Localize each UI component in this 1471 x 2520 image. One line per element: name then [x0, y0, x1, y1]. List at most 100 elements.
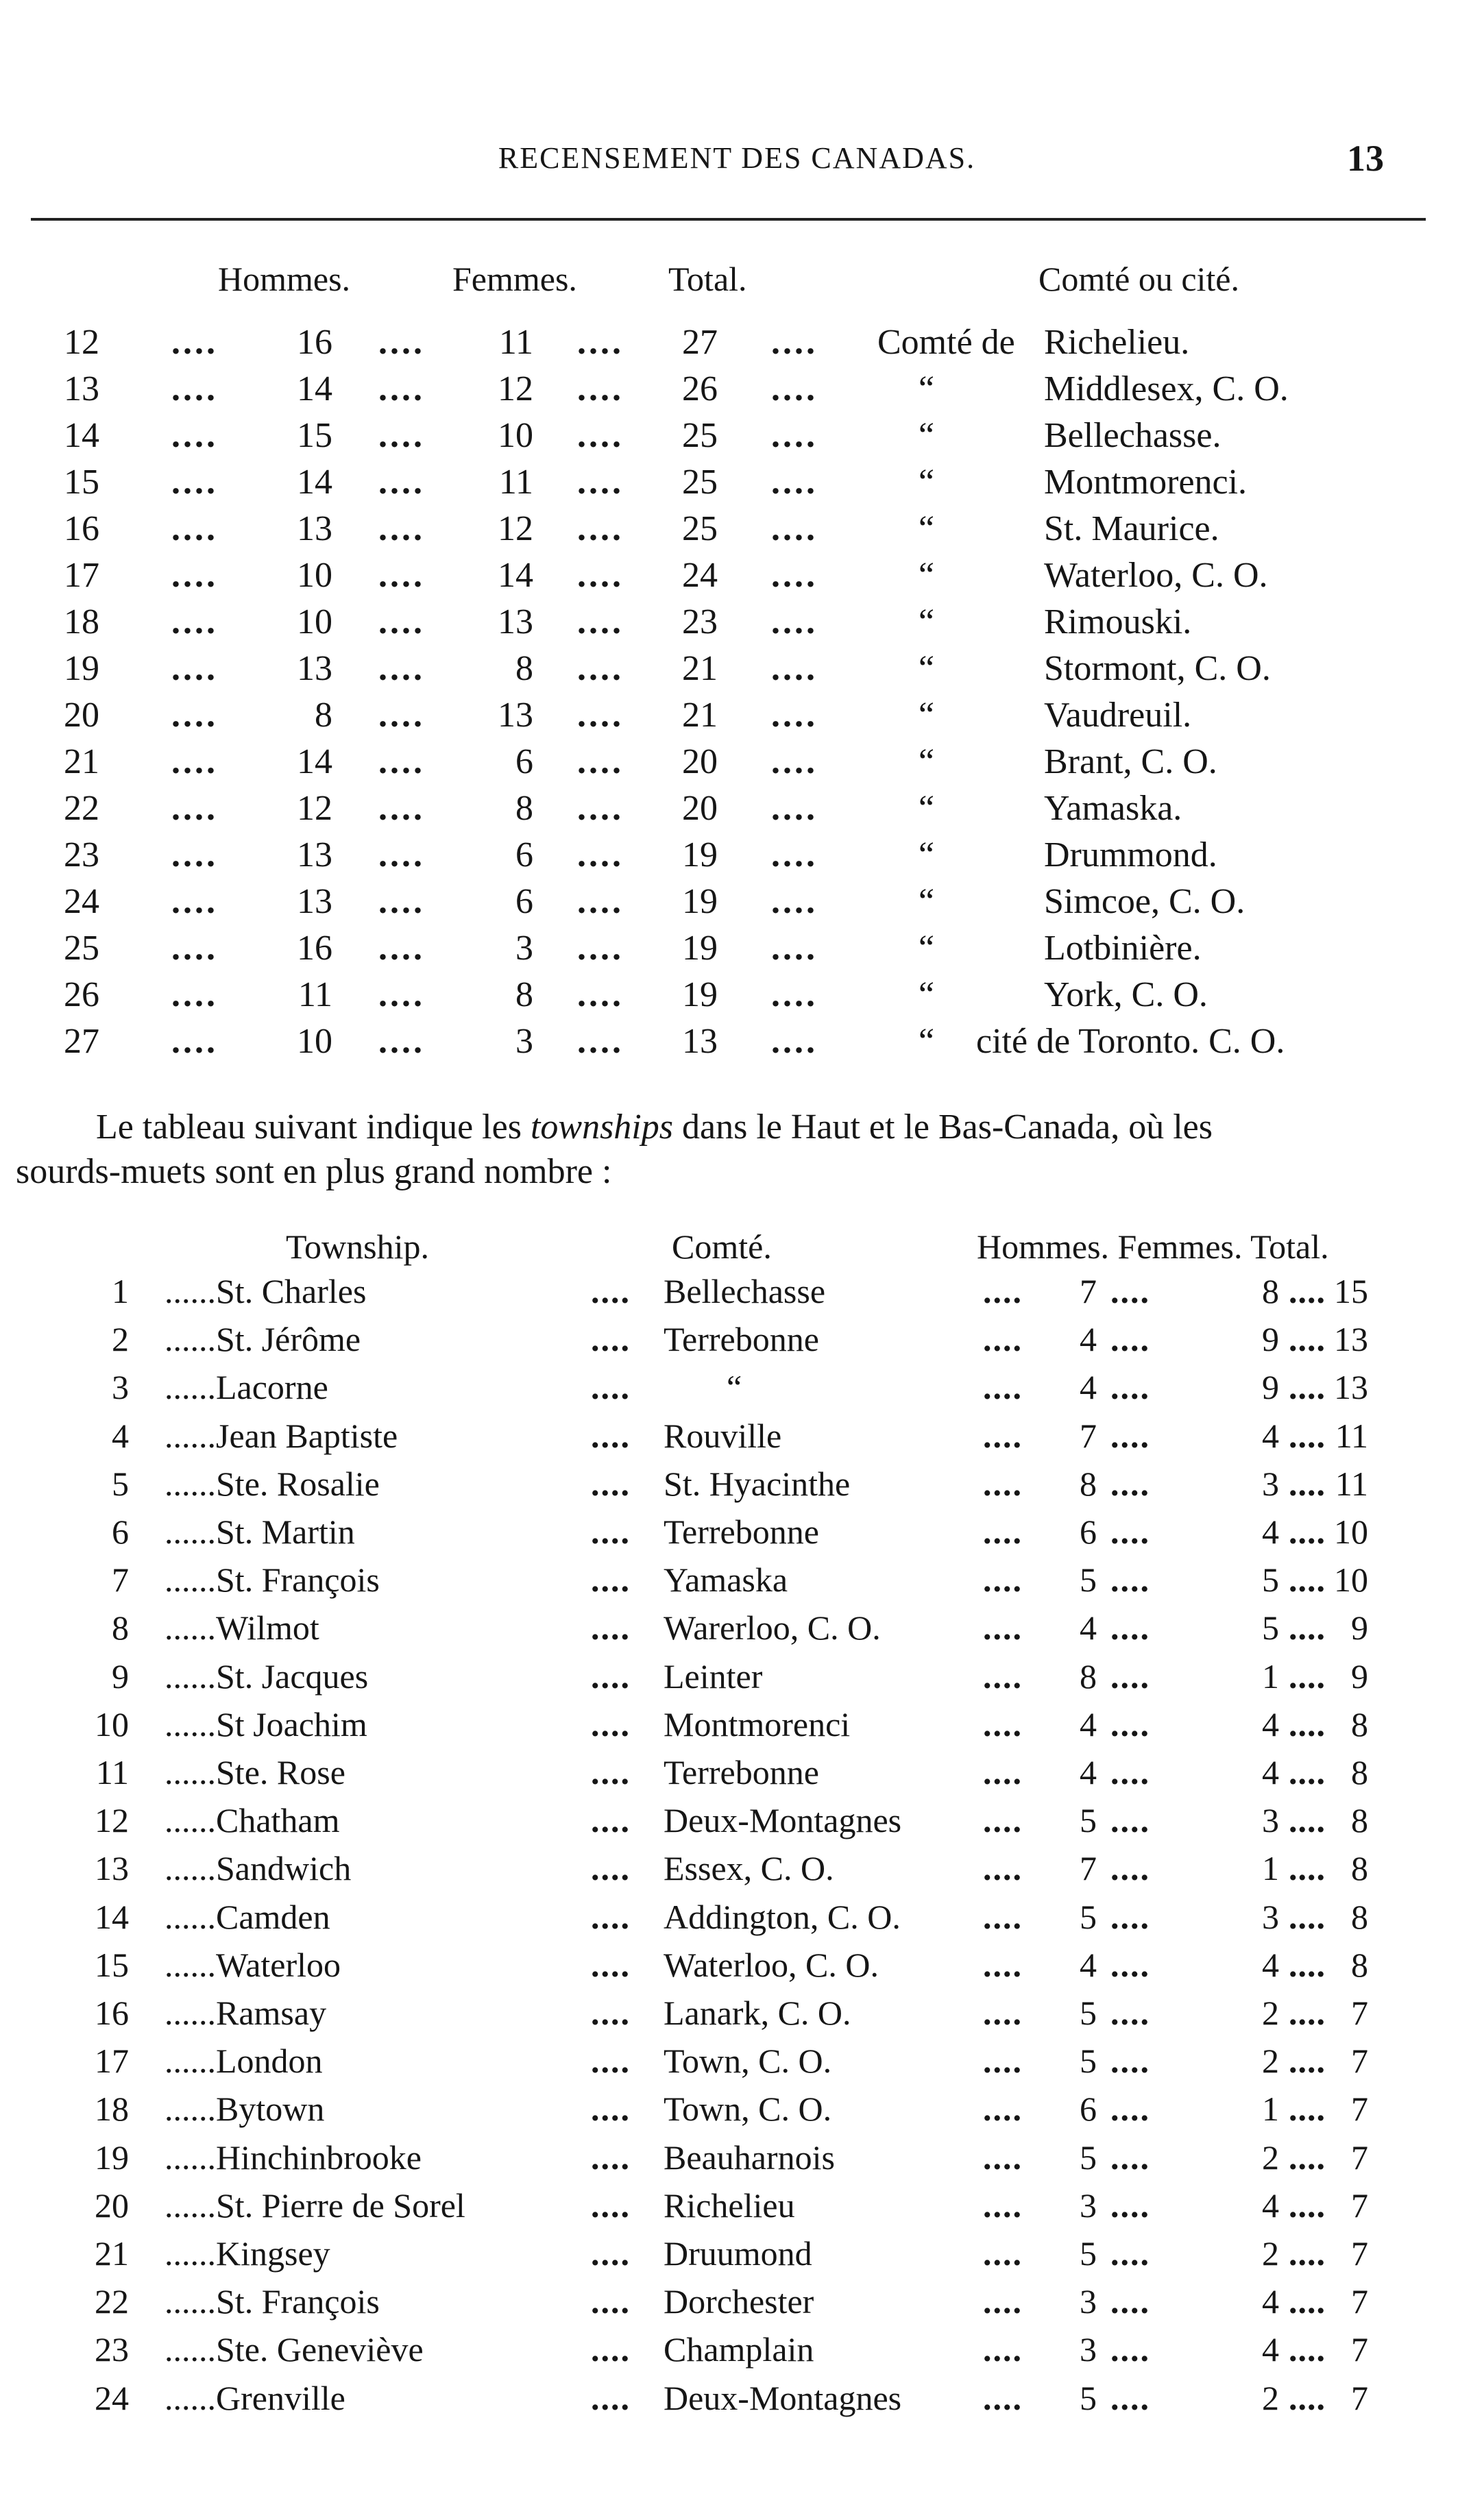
total-cell: 13: [1334, 1320, 1368, 1359]
rank-cell: 7: [112, 1561, 129, 1600]
total-cell: 11: [1335, 1464, 1368, 1503]
total-cell: 8: [1351, 1704, 1368, 1744]
leader-dots: ....: [983, 1513, 1023, 1551]
comte-prefix: “: [919, 789, 935, 828]
femmes-cell: 2: [1262, 2234, 1279, 2273]
township-name: St. Pierre de Sorel: [216, 2186, 465, 2225]
leader-dots: ....: [1289, 1945, 1326, 1984]
hommes-cell: 16: [297, 323, 332, 362]
hommes-cell: 13: [297, 835, 332, 874]
rank-cell: 16: [95, 1994, 129, 2032]
township-name: Lacorne: [216, 1368, 328, 1407]
leader-dots: ....: [1289, 1368, 1326, 1407]
leader-dots: ....: [983, 1368, 1023, 1407]
leader-dots: ....: [1110, 2330, 1150, 2369]
leader-dots: ....: [771, 696, 818, 735]
leader-dots: ....: [591, 2186, 631, 2225]
place-cell: Lotbinière.: [1044, 929, 1202, 968]
leader-dots: ....: [577, 975, 624, 1014]
leader-dots: ....: [378, 696, 425, 735]
femmes-cell: 8: [515, 789, 533, 828]
femmes-cell: 4: [1262, 2330, 1279, 2369]
place-cell: Richelieu.: [1044, 323, 1190, 362]
leader-dots: ....: [1289, 2138, 1326, 2177]
leader-dots: ....: [378, 463, 425, 502]
hommes-cell: 14: [297, 742, 332, 781]
leader-dots: ....: [171, 696, 218, 735]
table-row: 6 ......St. Martin.... Terrebonne.... 6....…: [0, 1512, 1471, 1556]
header-femmes: Femmes.: [452, 260, 577, 298]
table-row: 18.... 10.... 13.... 23.... “ Rimouski.: [0, 602, 1471, 646]
township-cell: ......London: [165, 2041, 323, 2081]
table-row: 12 ......Chatham.... Deux-Montagnes.... 5..…: [0, 1800, 1471, 1844]
township-cell: ......Jean Baptiste: [165, 1416, 398, 1456]
table-row: 11 ......Ste. Rose.... Terrebonne.... 4....…: [0, 1752, 1471, 1796]
leader-dots: ......: [165, 1608, 216, 1648]
femmes-cell: 6: [515, 742, 533, 781]
femmes-cell: 10: [498, 416, 533, 455]
leader-dots: ......: [165, 2330, 216, 2369]
rank-cell: 24: [64, 882, 99, 921]
leader-dots: ....: [591, 2330, 631, 2369]
table-row: 15 ......Waterloo.... Waterloo, C. O..... 4…: [0, 1945, 1471, 1989]
total-cell: 20: [682, 789, 718, 828]
table-row: 8 ......Wilmot.... Warerloo, C. O..... 4...…: [0, 1608, 1471, 1652]
leader-dots: ....: [577, 1022, 624, 1061]
hommes-cell: 8: [315, 696, 332, 735]
table-row: 23.... 13.... 6.... 19.... “ Drummond.: [0, 835, 1471, 879]
leader-dots: ....: [1110, 2090, 1150, 2129]
rank-cell: 2: [112, 1320, 129, 1359]
comte-cell: Deux-Montagnes: [664, 2378, 902, 2417]
table-row: 24.... 13.... 6.... 19.... “ Simcoe, C. O.: [0, 881, 1471, 925]
comte-prefix: “: [919, 929, 935, 968]
leader-dots: ....: [577, 696, 624, 735]
place-cell: Yamaska.: [1044, 789, 1182, 828]
township-name: St. Martin: [216, 1513, 355, 1551]
rank-cell: 25: [64, 929, 99, 968]
leader-dots: ......: [165, 1897, 216, 1936]
township-cell: ......St. Pierre de Sorel: [165, 2186, 465, 2225]
leader-dots: ....: [1289, 1513, 1326, 1551]
table-row: 20 ......St. Pierre de Sorel.... Richelieu…: [0, 2186, 1471, 2229]
leader-dots: ....: [591, 1368, 631, 1407]
leader-dots: ....: [1110, 1464, 1150, 1503]
township-cell: ......Ramsay: [165, 1993, 326, 2033]
leader-dots: ....: [1110, 1897, 1150, 1936]
total-cell: 19: [682, 975, 718, 1014]
rank-cell: 20: [95, 2186, 129, 2225]
total-cell: 25: [682, 416, 718, 455]
total-cell: 7: [1351, 2090, 1368, 2129]
leader-dots: ......: [165, 1272, 216, 1310]
table-row: 22.... 12.... 8.... 20.... “ Yamaska.: [0, 788, 1471, 832]
total-cell: 7: [1351, 1994, 1368, 2032]
comte-cell: Warerloo, C. O.: [664, 1608, 881, 1648]
paragraph-emphasis: townships: [530, 1108, 673, 1147]
femmes-cell: 8: [1262, 1272, 1279, 1310]
leader-dots: ....: [1110, 1704, 1150, 1744]
hommes-cell: 8: [1080, 1656, 1097, 1696]
leader-dots: ....: [577, 509, 624, 548]
total-cell: 8: [1351, 1801, 1368, 1840]
leader-dots: ....: [983, 1801, 1023, 1840]
femmes-cell: 5: [1262, 1608, 1279, 1648]
leader-dots: ....: [171, 975, 218, 1014]
leader-dots: ......: [165, 1320, 216, 1359]
rank-cell: 15: [95, 1945, 129, 1984]
leader-dots: ....: [1289, 1994, 1326, 2032]
hommes-cell: 4: [1080, 1945, 1097, 1984]
township-cell: ......Hinchinbrooke: [165, 2138, 422, 2177]
hommes-cell: 7: [1080, 1272, 1097, 1310]
leader-dots: ....: [1110, 1513, 1150, 1551]
table-row: 26.... 11.... 8.... 19.... “ York, C. O.: [0, 975, 1471, 1018]
township-name: Chatham: [216, 1801, 340, 1840]
township-cell: ......Wilmot: [165, 1608, 319, 1648]
comte-cell: Terrebonne: [664, 1513, 819, 1551]
hommes-cell: 6: [1080, 2090, 1097, 2129]
leader-dots: ....: [577, 882, 624, 921]
leader-dots: ....: [591, 1272, 631, 1310]
leader-dots: ....: [577, 929, 624, 968]
leader-dots: ....: [983, 1849, 1023, 1888]
table-row: 17 ......London.... Town, C. O..... 5.... 2.…: [0, 2041, 1471, 2085]
leader-dots: ....: [1289, 1464, 1326, 1503]
femmes-cell: 4: [1262, 2282, 1279, 2321]
